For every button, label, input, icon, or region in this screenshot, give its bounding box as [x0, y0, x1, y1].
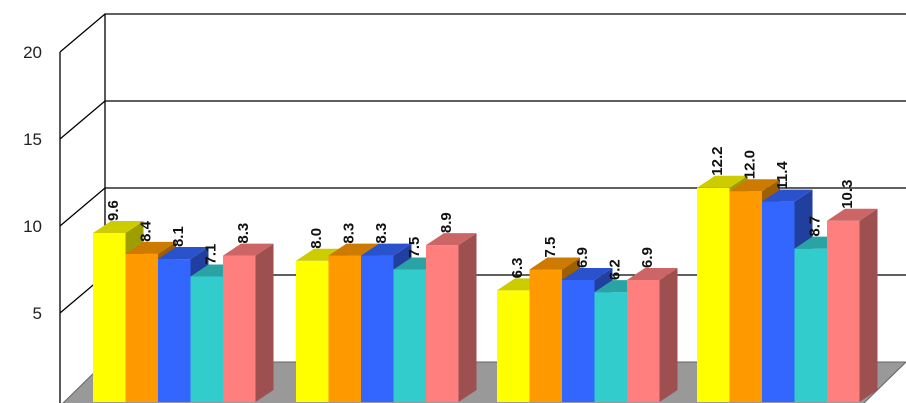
- bar-top-face: [729, 179, 780, 192]
- bar-top-face: [361, 243, 412, 256]
- data-label: 12.0: [742, 150, 759, 179]
- bar: [827, 208, 878, 402]
- bar-top-face: [426, 233, 477, 246]
- bar-top-face: [627, 267, 678, 280]
- bar-top-face: [296, 248, 347, 261]
- bar-front-face: [190, 276, 223, 402]
- gridline-10: [59, 187, 906, 227]
- bar-front-face: [158, 259, 191, 402]
- bar-front-face: [794, 248, 827, 402]
- bar-top-face: [125, 241, 176, 254]
- bar-side-face: [255, 243, 274, 402]
- bar-front-face: [426, 245, 459, 402]
- data-label: 9.6: [105, 200, 122, 221]
- bar-front-face: [562, 279, 595, 402]
- chart-floor: [62, 361, 906, 403]
- bar-top-face: [697, 175, 748, 188]
- data-label: 8.3: [341, 223, 358, 244]
- data-label: 6.9: [639, 247, 656, 268]
- data-label: 8.3: [235, 223, 252, 244]
- bar-side-face: [458, 233, 477, 402]
- bar-side-face: [659, 267, 678, 402]
- bar-top-face: [827, 208, 878, 221]
- bar-front-face: [393, 269, 426, 402]
- y-axis-tick-labels: 5 10 15 20: [23, 43, 42, 323]
- bar-top-face: [328, 243, 379, 256]
- bar-top-face: [93, 220, 144, 233]
- bar: [426, 233, 477, 402]
- bar-top-face: [762, 189, 813, 202]
- bar-front-face: [529, 269, 562, 402]
- data-label: 6.3: [509, 258, 526, 279]
- bar-front-face: [125, 253, 158, 402]
- bar-front-face: [93, 232, 126, 402]
- data-label: 8.7: [807, 216, 824, 237]
- bar-front-face: [223, 255, 256, 402]
- data-label: 11.4: [774, 161, 791, 190]
- data-label: 6.9: [574, 247, 591, 268]
- bar: [223, 243, 274, 402]
- data-label: 12.2: [709, 147, 726, 176]
- y-tick-label: 15: [23, 130, 42, 149]
- data-label: 10.3: [839, 180, 856, 209]
- y-tick-label: 5: [33, 304, 42, 323]
- bar-side-face: [859, 208, 878, 402]
- bar-front-face: [627, 279, 660, 402]
- data-label: 8.3: [373, 223, 390, 244]
- chart-floor-surface: [62, 361, 906, 403]
- bar-top-face: [562, 267, 613, 280]
- data-label: 7.5: [542, 237, 559, 258]
- bar-front-face: [594, 292, 627, 402]
- bar-front-face: [361, 255, 394, 402]
- bar-front-face: [497, 290, 530, 402]
- bar-top-face: [223, 243, 274, 256]
- bar-front-face: [697, 187, 730, 402]
- data-label: 6.2: [607, 259, 624, 280]
- data-label: 8.1: [170, 226, 187, 247]
- data-label: 8.9: [438, 212, 455, 233]
- gridline-15: [59, 100, 906, 140]
- data-label: 7.5: [406, 237, 423, 258]
- bar-top-face: [529, 257, 580, 270]
- bar-top-face: [158, 247, 209, 260]
- bar-front-face: [827, 220, 860, 402]
- data-labels: 9.6 8.4 8.1 7.1 8.3 8.0 8.3 8.3 7.5 8.9 6.3 7.5 6.9 6…: [105, 147, 856, 281]
- y-tick-label: 20: [23, 43, 42, 62]
- bar-front-face: [328, 255, 361, 402]
- bar: [627, 267, 678, 402]
- bars: [93, 175, 878, 402]
- bar-front-face: [729, 191, 762, 402]
- data-label: 8.4: [138, 220, 155, 242]
- y-tick-label: 10: [23, 217, 42, 236]
- bar-front-face: [296, 260, 329, 402]
- gridline-20: [59, 13, 906, 53]
- data-label: 7.1: [203, 244, 220, 265]
- bar-front-face: [762, 201, 795, 402]
- data-label: 8.0: [308, 228, 325, 249]
